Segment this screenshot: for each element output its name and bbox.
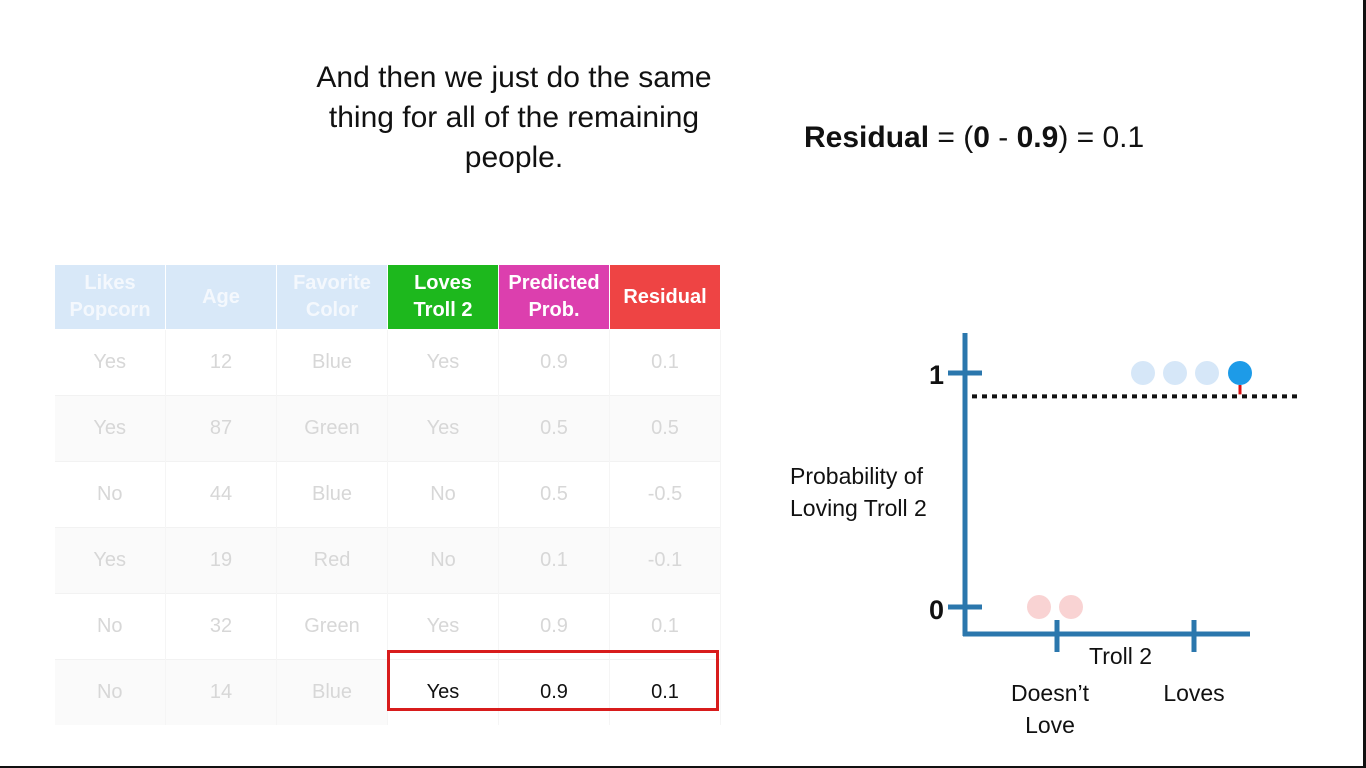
data-point-doesnt-love (1027, 595, 1051, 619)
cell-age: 12 (165, 329, 277, 396)
cell-age: 14 (165, 659, 277, 725)
cell-residual: 0.5 (609, 395, 721, 462)
headline: And then we just do the same thing for a… (272, 58, 756, 178)
data-point-highlighted (1228, 361, 1252, 385)
x-tick-label-loves: Loves (1163, 680, 1224, 706)
cell-popcorn: No (54, 461, 166, 528)
cell-loves: Yes (387, 659, 499, 725)
header-likes-popcorn: Likes Popcorn (54, 264, 166, 330)
header-residual: Residual (609, 264, 721, 330)
formula-eq: = ( (929, 121, 974, 154)
cell-age: 32 (165, 593, 277, 660)
x-tick-label-doesnt-love-line-1: Doesn’t (1011, 680, 1090, 706)
y-tick-label-1: 1 (929, 360, 944, 390)
formula-label: Residual (804, 121, 930, 154)
cell-popcorn: No (54, 593, 166, 660)
headline-line-3: people. (464, 141, 564, 174)
cell-popcorn: No (54, 659, 166, 725)
data-point-loves (1195, 361, 1219, 385)
cell-color: Green (276, 395, 388, 462)
data-point-loves (1163, 361, 1187, 385)
cell-predicted: 0.5 (498, 395, 610, 462)
y-tick-label-0: 0 (929, 595, 944, 625)
formula-result: ) = 0.1 (1058, 121, 1145, 154)
cell-predicted: 0.9 (498, 593, 610, 660)
formula-minus: - (989, 121, 1017, 154)
header-age: Age (165, 264, 277, 330)
header-loves-troll-2: Loves Troll 2 (387, 264, 499, 330)
cell-loves: No (387, 461, 499, 528)
table-row-highlighted: No 14 Blue Yes 0.9 0.1 (54, 659, 721, 725)
cell-loves: Yes (387, 329, 499, 396)
headline-line-2: thing for all of the remaining (328, 101, 700, 134)
table-row: Yes 87 Green Yes 0.5 0.5 (54, 395, 721, 462)
cell-residual: 0.1 (609, 329, 721, 396)
cell-predicted: 0.9 (498, 329, 610, 396)
cell-popcorn: Yes (54, 395, 166, 462)
y-axis-label-line-2: Loving Troll 2 (790, 495, 927, 521)
data-table: Likes Popcorn Age Favorite Color Loves Trol… (54, 264, 721, 725)
cell-predicted: 0.5 (498, 461, 610, 528)
header-favorite-color: Favorite Color (276, 264, 388, 330)
data-point-loves (1131, 361, 1155, 385)
header-predicted-prob: Predicted Prob. (498, 264, 610, 330)
cell-residual: 0.1 (609, 659, 721, 725)
table-row: Yes 19 Red No 0.1 -0.1 (54, 527, 721, 594)
x-tick-label-doesnt-love-line-2: Love (1025, 712, 1075, 738)
cell-residual: -0.1 (609, 527, 721, 594)
chart-marks (948, 333, 1298, 652)
data-point-doesnt-love (1059, 595, 1083, 619)
cell-age: 87 (165, 395, 277, 462)
cell-color: Blue (276, 659, 388, 725)
cell-color: Red (276, 527, 388, 594)
headline-line-1: And then we just do the same (316, 61, 712, 94)
table-row: No 32 Green Yes 0.9 0.1 (54, 593, 721, 660)
cell-color: Blue (276, 461, 388, 528)
residual-formula: Residual = (0 - 0.9) = 0.1 (804, 118, 1144, 158)
cell-color: Green (276, 593, 388, 660)
formula-observed: 0 (973, 121, 990, 154)
cell-loves: Yes (387, 593, 499, 660)
cell-residual: -0.5 (609, 461, 721, 528)
y-axis-label-line-1: Probability of (790, 463, 924, 489)
table-row: No 44 Blue No 0.5 -0.5 (54, 461, 721, 528)
cell-predicted: 0.9 (498, 659, 610, 725)
cell-age: 44 (165, 461, 277, 528)
cell-loves: Yes (387, 395, 499, 462)
cell-predicted: 0.1 (498, 527, 610, 594)
formula-predicted: 0.9 (1016, 121, 1059, 154)
cell-age: 19 (165, 527, 277, 594)
table-header-row: Likes Popcorn Age Favorite Color Loves Trol… (54, 264, 721, 330)
cell-popcorn: Yes (54, 527, 166, 594)
cell-popcorn: Yes (54, 329, 166, 396)
table-row: Yes 12 Blue Yes 0.9 0.1 (54, 329, 721, 396)
probability-chart: Probability of Loving Troll 2 Troll 2 Do… (790, 333, 1298, 738)
x-axis-label: Troll 2 (1089, 643, 1152, 669)
cell-residual: 0.1 (609, 593, 721, 660)
cell-color: Blue (276, 329, 388, 396)
cell-loves: No (387, 527, 499, 594)
